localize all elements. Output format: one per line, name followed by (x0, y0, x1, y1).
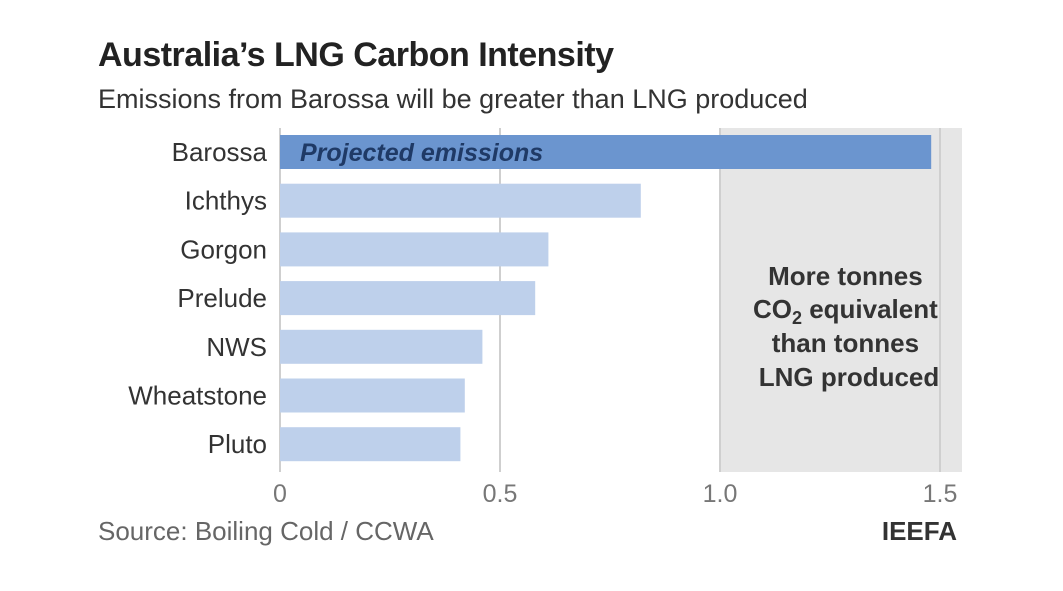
x-tick-label: 1.5 (923, 480, 958, 508)
category-label: Wheatstone (128, 381, 267, 411)
annot-line-2: CO2 equivalent (753, 294, 938, 328)
source-note: Source: Boiling Cold / CCWA (98, 516, 434, 546)
annot-line-3: than tonnes (772, 328, 919, 358)
chart-subtitle: Emissions from Barossa will be greater t… (98, 84, 808, 114)
category-label: NWS (206, 332, 267, 362)
bar-prelude (280, 281, 536, 316)
category-label: Barossa (172, 137, 268, 167)
category-label: Ichthys (185, 186, 267, 216)
annot-line-1: More tonnes (768, 261, 923, 291)
bar-pluto (280, 427, 461, 462)
bar-wheatstone (280, 378, 465, 413)
shaded-region (720, 128, 962, 472)
brand-label: IEEFA (881, 516, 957, 546)
bar-nws (280, 329, 483, 364)
bar-annotation: Projected emissions (300, 139, 543, 167)
bar-gorgon (280, 232, 549, 267)
x-tick-label: 0 (273, 480, 287, 508)
x-tick-label: 1.0 (703, 480, 738, 508)
bar-barossa (280, 135, 932, 169)
annot-line-4: LNG produced (759, 362, 940, 392)
chart-title: Australia’s LNG Carbon Intensity (98, 36, 614, 74)
category-label: Pluto (208, 429, 267, 459)
category-label: Gorgon (180, 234, 267, 264)
bar-ichthys (280, 183, 641, 218)
shaded-region-label: More tonnes CO2 equivalent than tonnes L… (753, 261, 945, 392)
x-tick-label: 0.5 (483, 480, 518, 508)
category-label: Prelude (177, 283, 267, 313)
